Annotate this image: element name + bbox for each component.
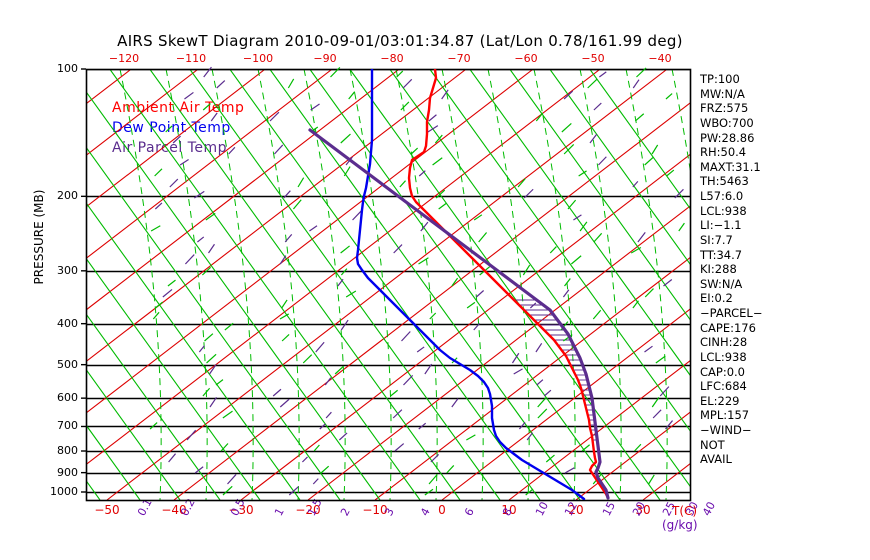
stat-line-23: MPL:157: [700, 408, 750, 423]
plot-border: [85, 68, 692, 502]
top-temp-tick: −90: [313, 52, 337, 65]
stat-line-20: CAP:0.0: [700, 364, 745, 379]
pressure-tick: 700: [57, 419, 78, 433]
bottom-temp-tick: 10: [501, 503, 517, 517]
stat-line-10: LI:−1.1: [700, 218, 742, 233]
top-temp-tick: −110: [175, 52, 207, 65]
stat-line-19: LCL:938: [700, 349, 747, 364]
top-temp-tick: −40: [648, 52, 672, 65]
top-temperature-axis: −120 −110 −100 −90 −80 −70 −60 −50 −40: [0, 52, 870, 68]
stat-line-18: CINH:28: [700, 335, 748, 350]
temperature-axis-unit-label: T(C): [672, 504, 698, 518]
bottom-temp-tick: −20: [295, 503, 321, 517]
top-temp-tick: −50: [581, 52, 605, 65]
stat-line-3: WBO:700: [700, 115, 754, 130]
bottom-temperature-axis: −50 −40 −30 −20 −10 0 10 20 30: [0, 503, 870, 523]
stat-line-22: EL:229: [700, 393, 740, 408]
bottom-temp-tick: −50: [94, 503, 120, 517]
pressure-tick: 1000: [50, 485, 78, 498]
bottom-temp-tick: 0: [438, 503, 446, 517]
stat-line-5: RH:50.4: [700, 145, 747, 160]
stat-line-7: TH:5463: [700, 174, 749, 189]
stat-line-21: LFC:684: [700, 379, 747, 394]
curve-dew-point-temp: [355, 69, 586, 500]
pressure-tick: 400: [57, 316, 78, 330]
legend-item-1: Dew Point Temp: [112, 120, 231, 136]
pressure-axis: 100 200 300 400 500 600 700 800 900 1000: [0, 0, 86, 560]
page-title: AIRS SkewT Diagram 2010-09-01/03:01:34.8…: [117, 32, 683, 50]
curve-air-parcel-temp: [308, 128, 610, 500]
stat-line-8: L57:6.0: [700, 189, 744, 203]
stat-line-1: MW:N/A: [700, 86, 745, 101]
stat-line-24: −WIND−: [700, 423, 752, 437]
legend-item-2: Air Parcel Temp: [112, 140, 227, 156]
pressure-tick: 900: [57, 465, 78, 479]
top-temp-tick: −120: [108, 52, 140, 65]
stat-line-9: LCL:938: [700, 203, 747, 218]
pressure-tick: 800: [57, 444, 78, 457]
pressure-tick: 500: [57, 357, 78, 371]
stat-line-0: TP:100: [700, 72, 740, 86]
pressure-tick: 100: [57, 62, 78, 75]
stat-line-16: −PARCEL−: [700, 306, 763, 320]
bottom-temp-tick: −40: [161, 503, 187, 517]
stat-line-6: MAXT:31.1: [700, 159, 761, 174]
top-temp-tick: −100: [242, 52, 274, 65]
pressure-tick: 600: [57, 391, 78, 405]
stat-line-17: CAPE:176: [700, 320, 756, 335]
curve-ambient-air-temp: [407, 69, 610, 500]
wind-barbs: [149, 66, 685, 496]
stat-line-12: TT:34.7: [700, 247, 743, 262]
bottom-temp-tick: −30: [228, 503, 254, 517]
mixing-ratio-unit-label: (g/kg): [662, 518, 698, 532]
stat-line-4: PW:28.86: [700, 130, 755, 145]
bottom-temp-tick: −10: [362, 503, 388, 517]
bottom-temp-tick: 30: [635, 503, 651, 517]
bottom-temp-tick: 20: [568, 503, 584, 517]
statistics-panel: TP:100 MW:N/A FRZ:575 WBO:700 PW:28.86 RH:50.…: [700, 72, 810, 467]
stat-line-26: AVAIL: [700, 452, 732, 467]
stat-line-2: FRZ:575: [700, 101, 749, 116]
pressure-tick: 300: [57, 263, 78, 277]
stat-line-25: NOT: [700, 437, 725, 452]
stat-line-15: EI:0.2: [700, 291, 733, 306]
stat-line-14: SW:N/A: [700, 276, 743, 291]
grid-lines: [86, 69, 690, 500]
stat-line-13: KI:288: [700, 262, 737, 277]
pressure-tick: 200: [57, 189, 78, 203]
top-temp-tick: −60: [514, 52, 538, 65]
stat-line-11: SI:7.7: [700, 232, 733, 247]
top-temp-tick: −70: [447, 52, 471, 65]
top-temp-tick: −80: [380, 52, 404, 65]
